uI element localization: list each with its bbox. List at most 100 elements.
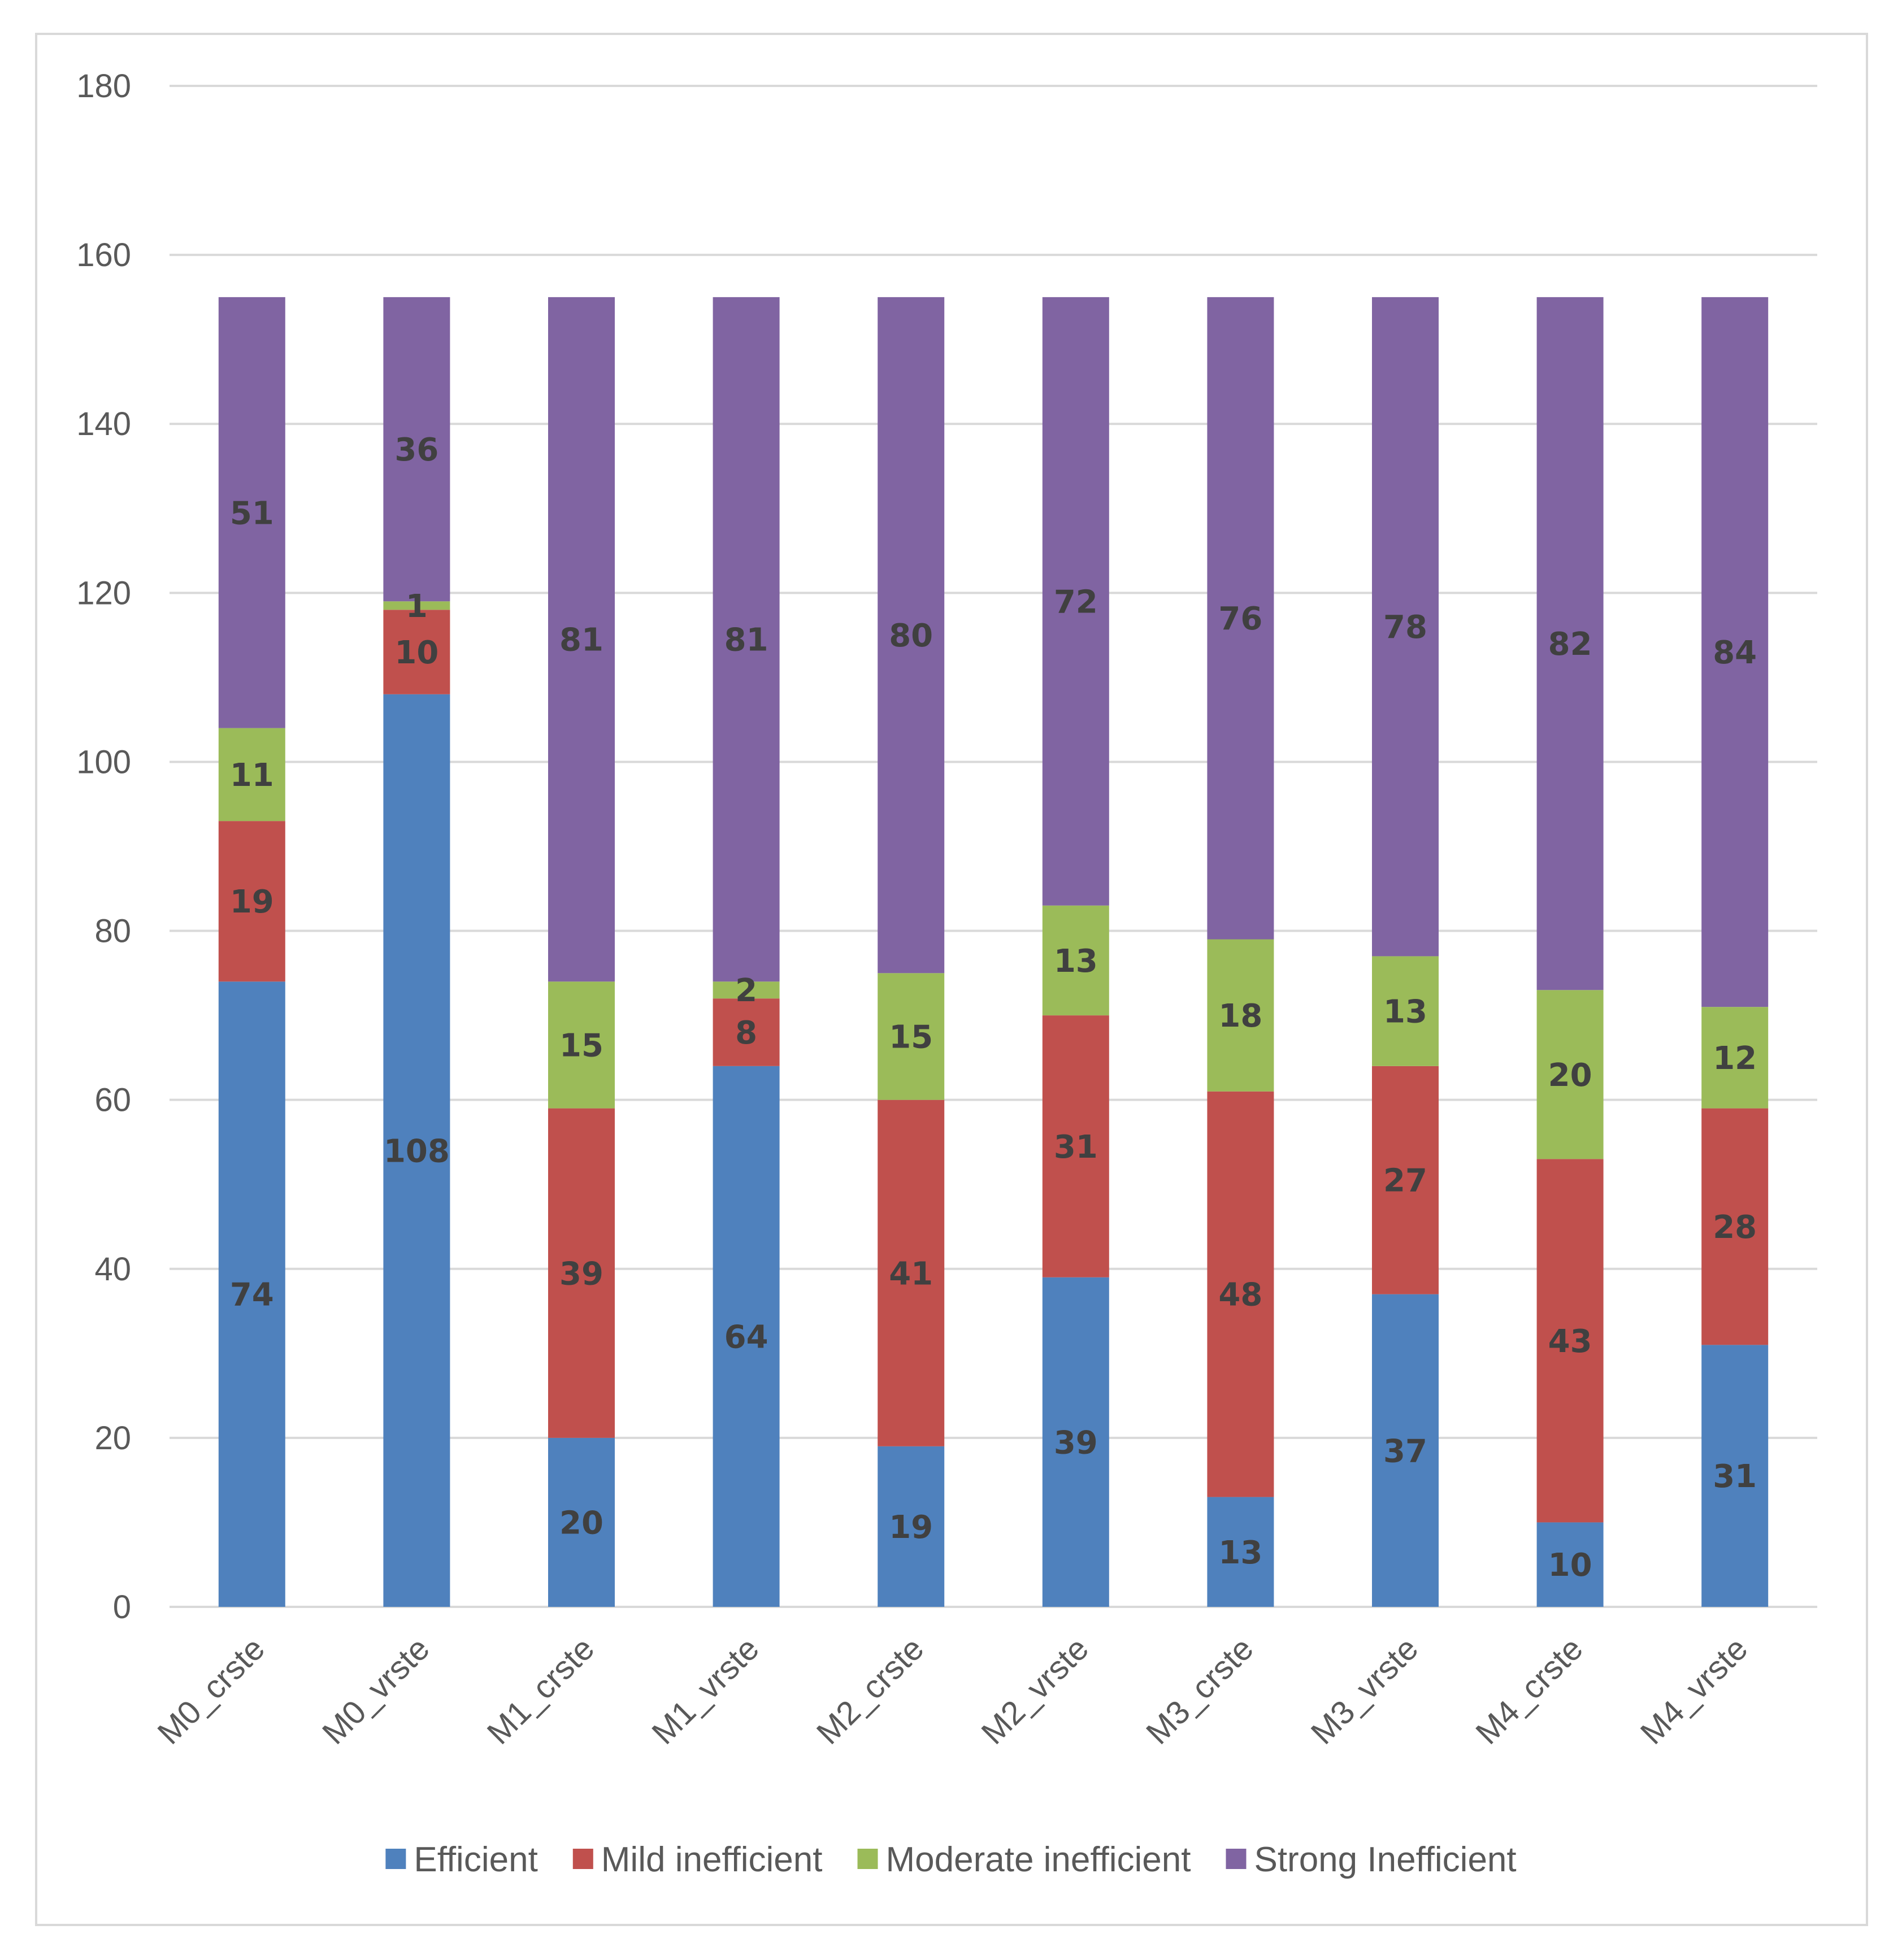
- bars: [218, 297, 1769, 1607]
- legend-label: Strong Inefficient: [1254, 1840, 1516, 1879]
- bar-segment-strong-inefficient: [1701, 297, 1769, 1007]
- data-label: 48: [1218, 1277, 1262, 1314]
- bar-segment-efficient: [878, 1446, 945, 1607]
- data-label: 28: [1713, 1209, 1757, 1246]
- bar-segment-moderate-inefficient: [1536, 990, 1604, 1159]
- y-tick-label: 40: [94, 1251, 131, 1288]
- y-tick-label: 100: [76, 744, 131, 780]
- x-category-label: M3_vrste: [1304, 1630, 1426, 1752]
- bar-segment-strong-inefficient: [1372, 297, 1439, 957]
- bar-segment-mild-inefficient: [1207, 1091, 1274, 1497]
- data-label: 64: [724, 1319, 768, 1355]
- data-label: 74: [230, 1277, 274, 1314]
- x-category-label: M3_crste: [1139, 1630, 1261, 1752]
- data-label: 41: [889, 1255, 933, 1292]
- y-axis-ticks: 0 20 40 60 80 100 120 140 160 180: [76, 68, 131, 1626]
- y-tick-label: 0: [113, 1589, 131, 1626]
- x-axis-categories: M0_crste M0_vrste M1_crste M1_vrste M2_crste…: [150, 1630, 1755, 1752]
- data-label: 78: [1383, 609, 1427, 646]
- legend-item: Efficient: [385, 1840, 538, 1879]
- x-category-label: M0_vrste: [315, 1630, 437, 1752]
- legend-label: Mild inefficient: [601, 1840, 823, 1879]
- data-label: 1: [406, 588, 428, 625]
- data-label: 82: [1548, 626, 1592, 663]
- data-label: 39: [1054, 1424, 1098, 1461]
- bar-segment-efficient: [1701, 1345, 1769, 1607]
- data-label: 108: [384, 1133, 450, 1170]
- data-label: 31: [1054, 1129, 1098, 1166]
- data-label: 80: [889, 618, 933, 654]
- bar-segment-strong-inefficient: [218, 297, 285, 728]
- legend-item: Moderate inefficient: [857, 1840, 1191, 1879]
- legend: Efficient Mild inefficient Moderate ineffi…: [385, 1840, 1517, 1879]
- bar-segment-strong-inefficient: [1207, 297, 1274, 940]
- y-tick-label: 180: [76, 68, 131, 105]
- data-label: 20: [1548, 1057, 1592, 1094]
- bar-segment-moderate-inefficient: [1372, 956, 1439, 1066]
- legend-label: Efficient: [414, 1840, 537, 1879]
- data-label: 10: [1548, 1547, 1592, 1584]
- data-label: 36: [394, 432, 438, 468]
- bar-segment-strong-inefficient: [713, 297, 780, 982]
- data-label: 81: [724, 622, 768, 659]
- x-category-label: M4_vrste: [1634, 1630, 1755, 1752]
- legend-item: Strong Inefficient: [1226, 1840, 1517, 1879]
- bar-segment-moderate-inefficient: [383, 601, 450, 610]
- data-label: 19: [889, 1509, 933, 1546]
- data-label: 27: [1383, 1163, 1427, 1200]
- legend-swatch: [1226, 1849, 1247, 1869]
- data-label: 13: [1054, 943, 1098, 980]
- y-tick-label: 20: [94, 1420, 131, 1457]
- legend-swatch: [572, 1849, 593, 1869]
- data-label: 13: [1383, 994, 1427, 1031]
- x-category-label: M0_crste: [150, 1630, 272, 1752]
- bar-segment-moderate-inefficient: [1042, 905, 1109, 1016]
- bar-segment-efficient: [1042, 1277, 1109, 1607]
- bar-segment-strong-inefficient: [1042, 297, 1109, 906]
- data-label: 51: [230, 495, 274, 532]
- data-label: 15: [559, 1027, 603, 1064]
- bar-segment-mild-inefficient: [218, 821, 285, 982]
- y-tick-label: 160: [76, 237, 131, 273]
- bar-segment-mild-inefficient: [1701, 1108, 1769, 1345]
- data-label: 13: [1218, 1535, 1262, 1571]
- bar-segment-efficient: [713, 1066, 780, 1607]
- legend-item: Mild inefficient: [572, 1840, 823, 1879]
- y-tick-label: 80: [94, 913, 131, 950]
- bar-segment-moderate-inefficient: [218, 728, 285, 822]
- bar-segment-moderate-inefficient: [1701, 1007, 1769, 1109]
- bar-segment-mild-inefficient: [1372, 1066, 1439, 1294]
- bar-segment-moderate-inefficient: [548, 981, 615, 1109]
- bar-segment-strong-inefficient: [878, 297, 945, 974]
- bar-segment-efficient: [1207, 1497, 1274, 1607]
- bar-segment-mild-inefficient: [878, 1099, 945, 1446]
- x-category-label: M1_vrste: [645, 1630, 766, 1752]
- data-label: 31: [1713, 1458, 1757, 1495]
- data-label: 19: [230, 884, 274, 920]
- bar-segment-strong-inefficient: [548, 297, 615, 982]
- x-category-label: M1_crste: [480, 1630, 602, 1752]
- bar-segment-efficient: [383, 694, 450, 1607]
- data-label: 12: [1713, 1040, 1757, 1077]
- bar-segment-efficient: [1536, 1522, 1604, 1607]
- x-category-label: M2_crste: [810, 1630, 931, 1752]
- data-label: 11: [230, 757, 274, 794]
- data-label: 39: [559, 1255, 603, 1292]
- data-label: 2: [735, 972, 757, 1009]
- bar-segment-mild-inefficient: [1536, 1159, 1604, 1523]
- data-label: 76: [1218, 601, 1262, 637]
- y-tick-label: 120: [76, 575, 131, 611]
- y-tick-label: 140: [76, 406, 131, 442]
- data-label: 15: [889, 1019, 933, 1056]
- data-label: 10: [394, 634, 438, 671]
- x-category-label: M2_vrste: [974, 1630, 1096, 1752]
- data-label: 84: [1713, 634, 1757, 671]
- bar-segment-efficient: [1372, 1294, 1439, 1607]
- bar-segment-efficient: [218, 981, 285, 1607]
- legend-label: Moderate inefficient: [886, 1840, 1191, 1879]
- y-tick-label: 60: [94, 1082, 131, 1119]
- data-label: 20: [559, 1505, 603, 1541]
- bar-segment-mild-inefficient: [713, 998, 780, 1066]
- bar-segment-moderate-inefficient: [878, 973, 945, 1100]
